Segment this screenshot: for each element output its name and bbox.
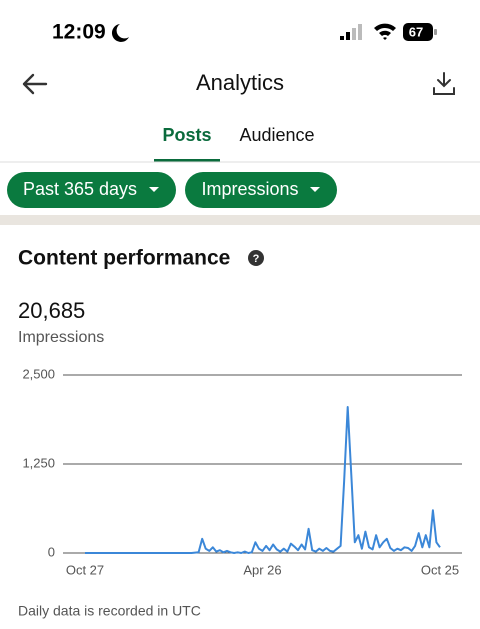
filter-metric-label: Impressions bbox=[201, 179, 298, 199]
y-tick-label: 1,250 bbox=[22, 455, 55, 470]
battery-tip bbox=[434, 29, 437, 35]
dropdown-caret bbox=[149, 187, 159, 192]
total-label: Impressions bbox=[18, 329, 104, 346]
section-title: Content performance bbox=[18, 247, 230, 270]
line-series bbox=[85, 406, 441, 554]
battery-level: 67 bbox=[409, 24, 423, 39]
tab-posts[interactable]: Posts bbox=[162, 125, 211, 145]
page-title: Analytics bbox=[196, 70, 284, 95]
x-tick-label: Oct 27 bbox=[66, 562, 104, 577]
total-value: 20,685 bbox=[18, 298, 85, 323]
moon-icon bbox=[111, 24, 129, 42]
x-tick-label: Oct 25 bbox=[421, 562, 459, 577]
help-icon[interactable] bbox=[248, 250, 264, 266]
filter-range[interactable] bbox=[7, 172, 176, 208]
chart: 0 1,250 2,500 Oct 27 Apr 26 Oct 25 bbox=[22, 366, 462, 577]
x-tick-label: Apr 26 bbox=[243, 562, 281, 577]
filter-metric[interactable] bbox=[185, 172, 337, 208]
footer-note: Daily data is recorded in UTC bbox=[18, 603, 201, 619]
tab-audience[interactable]: Audience bbox=[239, 125, 314, 145]
battery-icon bbox=[403, 23, 433, 41]
download-button[interactable] bbox=[433, 72, 455, 95]
y-tick-label: 2,500 bbox=[22, 366, 55, 381]
wifi-icon bbox=[374, 23, 396, 40]
filter-range-label: Past 365 days bbox=[23, 179, 137, 199]
status-time: 12:09 bbox=[52, 21, 106, 44]
y-tick-label: 0 bbox=[48, 544, 55, 559]
back-button[interactable] bbox=[22, 73, 48, 95]
help-icon-mark: ? bbox=[253, 253, 260, 265]
tab-indicator bbox=[154, 159, 220, 162]
signal-icon bbox=[340, 24, 362, 40]
section-separator bbox=[0, 215, 480, 225]
dropdown-caret bbox=[310, 187, 320, 192]
